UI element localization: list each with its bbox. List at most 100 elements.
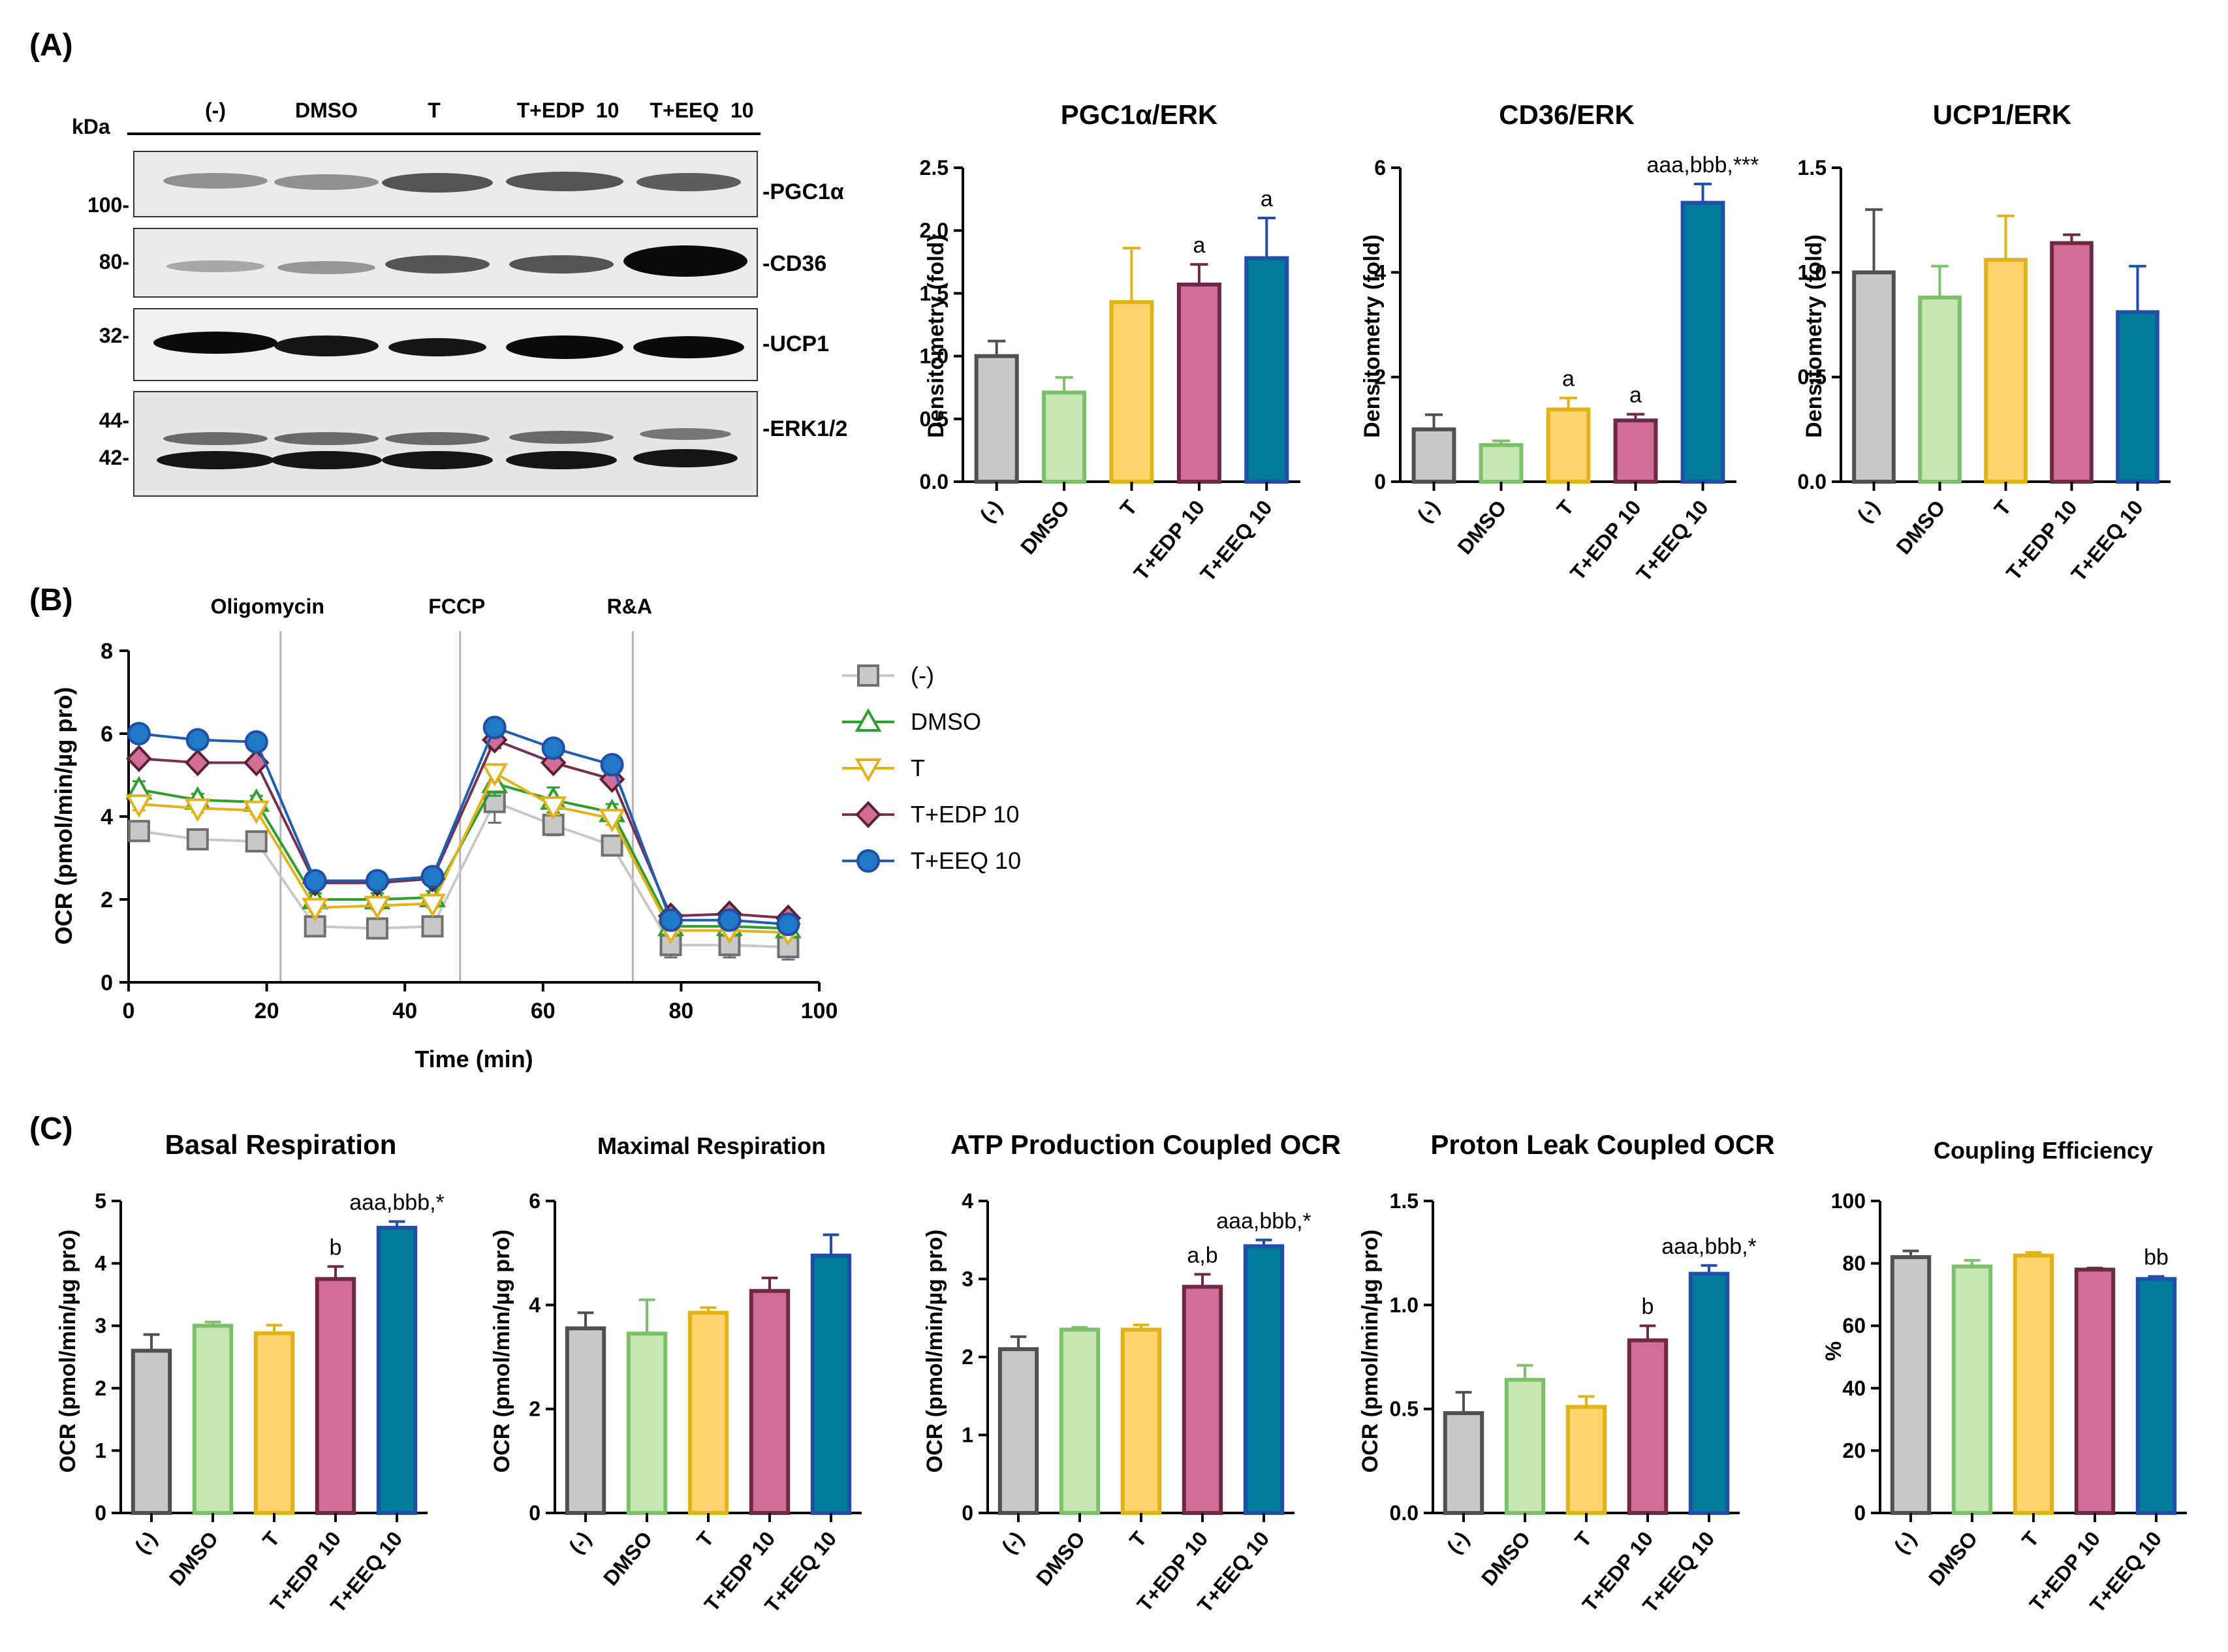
bar <box>687 1311 729 1515</box>
significance-label: aaa,bbb,* <box>1661 1234 1757 1259</box>
x-tick-label: T+EEQ 10 <box>1632 495 1713 585</box>
chart-title: UCP1/ERK <box>1933 99 2071 130</box>
series-line <box>138 725 789 926</box>
injection-label: Oligomycin <box>211 595 324 618</box>
significance-label: b <box>330 1235 342 1260</box>
marker-100: 100- <box>87 193 129 217</box>
marker-circle <box>600 753 624 777</box>
y-tick-label: 0.0 <box>920 470 949 493</box>
band-erk42-3 <box>382 451 493 469</box>
significance-label: aaa,bbb,*** <box>1646 153 1759 178</box>
series-2 <box>125 763 802 946</box>
band-erk42-5 <box>633 449 738 467</box>
marker-circle <box>244 730 268 754</box>
injection-label: FCCP <box>428 595 485 618</box>
marker-square <box>186 828 209 850</box>
y-tick-label: 2 <box>962 1345 973 1369</box>
x-axis-label: Time (min) <box>415 1046 533 1072</box>
y-tick-label: 80 <box>1842 1252 1866 1275</box>
series-0 <box>127 780 800 961</box>
x-tick-label: DMSO <box>1453 495 1511 559</box>
chart-title: Maximal Respiration <box>597 1132 826 1159</box>
bar <box>2116 310 2159 484</box>
bar <box>1565 1405 1607 1515</box>
y-axis-label: OCR (pmol/min/µg pro) <box>50 687 77 945</box>
marker-circle <box>776 912 800 937</box>
y-tick-label: 4 <box>529 1293 541 1317</box>
marker-square <box>857 664 879 687</box>
x-tick-label: T <box>1552 495 1578 520</box>
y-tick-label: 0 <box>1374 470 1386 493</box>
y-tick-label: 100 <box>1831 1189 1866 1213</box>
x-tick-label: DMSO <box>1924 1527 1982 1590</box>
bar <box>1627 1338 1669 1515</box>
bar <box>1443 1411 1484 1516</box>
bar <box>749 1288 791 1516</box>
y-tick-label: 4 <box>1374 260 1386 284</box>
marker-circle <box>365 869 389 893</box>
marker-triangle-down <box>599 809 626 833</box>
y-tick-label: 4 <box>95 1252 106 1275</box>
injection-label: R&A <box>607 595 652 618</box>
y-tick-label: 2 <box>1374 366 1386 389</box>
band-pgc1a-4 <box>506 172 623 191</box>
band-erk42-4 <box>506 451 617 469</box>
legend-label: T+EEQ 10 <box>911 847 1021 874</box>
bar <box>253 1331 295 1515</box>
marker-diamond <box>185 749 211 777</box>
x-tick-label: (-) <box>1413 495 1444 527</box>
bar <box>1546 407 1591 484</box>
bar <box>1984 258 2028 484</box>
x-tick-label: DMSO <box>1477 1527 1535 1590</box>
bar <box>1243 1244 1285 1516</box>
x-tick-label: DMSO <box>599 1527 657 1590</box>
bar <box>376 1226 418 1516</box>
x-tick-label: T+EEQ 10 <box>1195 495 1276 585</box>
band-pgc1a-2 <box>274 174 379 190</box>
bar <box>1688 1271 1730 1515</box>
y-tick-label: 1.0 <box>1390 1293 1419 1317</box>
bar <box>192 1324 234 1515</box>
y-tick-label: 6 <box>529 1189 541 1213</box>
bar <box>131 1348 172 1515</box>
y-tick-label: 0 <box>1854 1501 1866 1525</box>
marker-circle <box>127 722 151 745</box>
band-ucp1-5 <box>633 336 744 358</box>
bar <box>1852 270 1896 484</box>
band-pgc1a-1 <box>163 173 268 189</box>
bar <box>997 1347 1039 1516</box>
bar <box>1120 1328 1162 1516</box>
y-tick-label: 2 <box>529 1397 541 1421</box>
y-tick-label: 20 <box>1842 1439 1866 1462</box>
marker-triangle-down <box>419 894 446 918</box>
significance-label: a <box>1629 383 1642 408</box>
bar <box>1890 1255 1932 1516</box>
y-axis-label: OCR (pmol/min/µg pro) <box>490 1230 514 1473</box>
y-tick-label: 0.0 <box>1798 470 1827 493</box>
band-pgc1a-3 <box>382 173 493 193</box>
legend-label: T <box>911 755 925 781</box>
band-erk44-4 <box>509 431 614 444</box>
band-cd36-1 <box>166 260 264 272</box>
marker-square <box>245 830 268 853</box>
y-tick-label: 0.5 <box>920 407 949 431</box>
y-tick-label: 1 <box>962 1424 973 1447</box>
y-tick-label: 1.5 <box>920 281 949 305</box>
y-tick-label: 4 <box>101 805 113 830</box>
x-tick-label: T <box>1570 1527 1596 1551</box>
lane-label-t: T <box>428 99 441 122</box>
x-tick-label: (-) <box>1442 1527 1473 1558</box>
y-tick-label: 4 <box>962 1189 973 1213</box>
bar <box>1504 1378 1546 1515</box>
band-cd36-4 <box>509 255 614 273</box>
bar <box>810 1253 852 1516</box>
band-cd36-5 <box>623 245 747 277</box>
y-tick-label: 0.5 <box>1390 1397 1419 1421</box>
marker-diamond <box>855 801 881 828</box>
marker-32: 32- <box>99 324 129 347</box>
x-tick-label: 20 <box>255 999 279 1023</box>
bar <box>1918 295 1962 484</box>
band-erk44-5 <box>640 428 731 440</box>
x-tick-label: T <box>2017 1527 2043 1551</box>
